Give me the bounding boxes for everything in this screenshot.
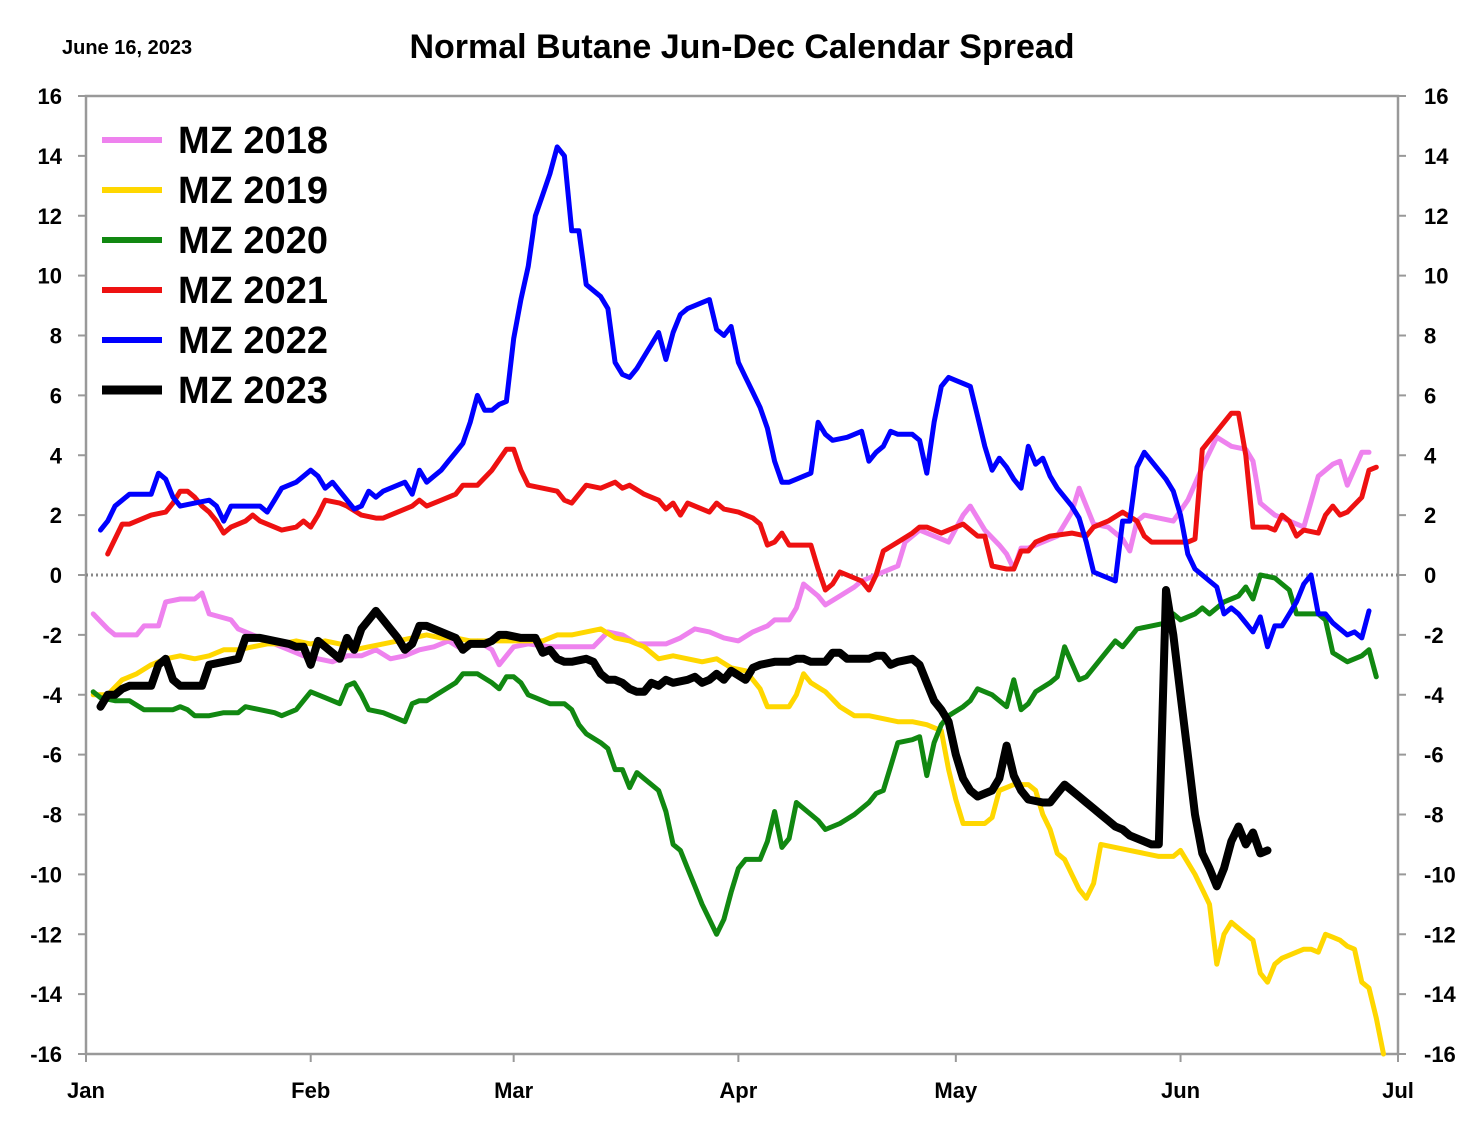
y-tick-label-left: 14 (38, 144, 63, 169)
y-tick-label-left: 4 (50, 443, 63, 468)
y-tick-label-right: -8 (1424, 803, 1444, 828)
y-tick-label-left: -8 (42, 803, 62, 828)
y-tick-label-right: 10 (1424, 264, 1448, 289)
y-tick-label-left: -16 (30, 1042, 62, 1067)
y-tick-label-right: -2 (1424, 623, 1444, 648)
x-tick-label: May (934, 1078, 978, 1103)
legend-entry: MZ 2023 (178, 370, 328, 412)
y-tick-label-right: 16 (1424, 84, 1448, 109)
y-tick-label-left: -4 (42, 683, 62, 708)
series-line-mz-2022 (98, 144, 1372, 650)
x-tick-label: Feb (291, 1078, 330, 1103)
y-tick-label-right: -14 (1424, 982, 1457, 1007)
y-tick-label-left: -6 (42, 743, 62, 768)
y-tick-label-right: -12 (1424, 922, 1456, 947)
y-tick-label-left: -12 (30, 922, 62, 947)
legend-entry: MZ 2019 (178, 170, 328, 212)
series-line-mz-2018 (90, 434, 1372, 668)
y-tick-label-left: 8 (50, 324, 62, 349)
y-tick-label-left: 16 (38, 84, 62, 109)
y-tick-label-right: 12 (1424, 204, 1448, 229)
y-tick-label-right: 8 (1424, 324, 1436, 349)
y-tick-label-right: 0 (1424, 563, 1436, 588)
y-tick-label-right: 6 (1424, 383, 1436, 408)
chart-title: Normal Butane Jun-Dec Calendar Spread (409, 28, 1074, 66)
legend-entry: MZ 2022 (178, 320, 328, 362)
legend-entry: MZ 2020 (178, 220, 328, 262)
y-tick-label-left: -14 (30, 982, 63, 1007)
x-tick-label: Jan (67, 1078, 105, 1103)
y-tick-label-right: -6 (1424, 743, 1444, 768)
y-tick-label-right: 14 (1424, 144, 1449, 169)
y-tick-label-right: 4 (1424, 443, 1437, 468)
y-tick-label-left: 10 (38, 264, 62, 289)
y-tick-label-left: 12 (38, 204, 62, 229)
legend-entry: MZ 2021 (178, 270, 328, 312)
y-tick-label-left: 2 (50, 503, 62, 528)
y-tick-label-left: 0 (50, 563, 62, 588)
series-line-mz-2021 (105, 410, 1379, 593)
legend-entry: MZ 2018 (178, 120, 328, 162)
y-tick-label-right: -10 (1424, 862, 1456, 887)
y-tick-label-right: 2 (1424, 503, 1436, 528)
x-tick-label: Mar (494, 1078, 534, 1103)
date-label: June 16, 2023 (62, 37, 192, 59)
y-tick-label-left: 6 (50, 383, 62, 408)
x-tick-label: Apr (719, 1078, 757, 1103)
series-line-mz-2020 (90, 572, 1379, 937)
x-tick-label: Jun (1161, 1078, 1200, 1103)
y-tick-label-right: -16 (1424, 1042, 1456, 1067)
y-tick-label-left: -10 (30, 862, 62, 887)
y-tick-label-left: -2 (42, 623, 62, 648)
series-line-mz-2019 (90, 626, 1386, 1057)
y-tick-label-right: -4 (1424, 683, 1444, 708)
series-line-mz-2023 (96, 586, 1272, 891)
x-tick-label: Jul (1382, 1078, 1414, 1103)
